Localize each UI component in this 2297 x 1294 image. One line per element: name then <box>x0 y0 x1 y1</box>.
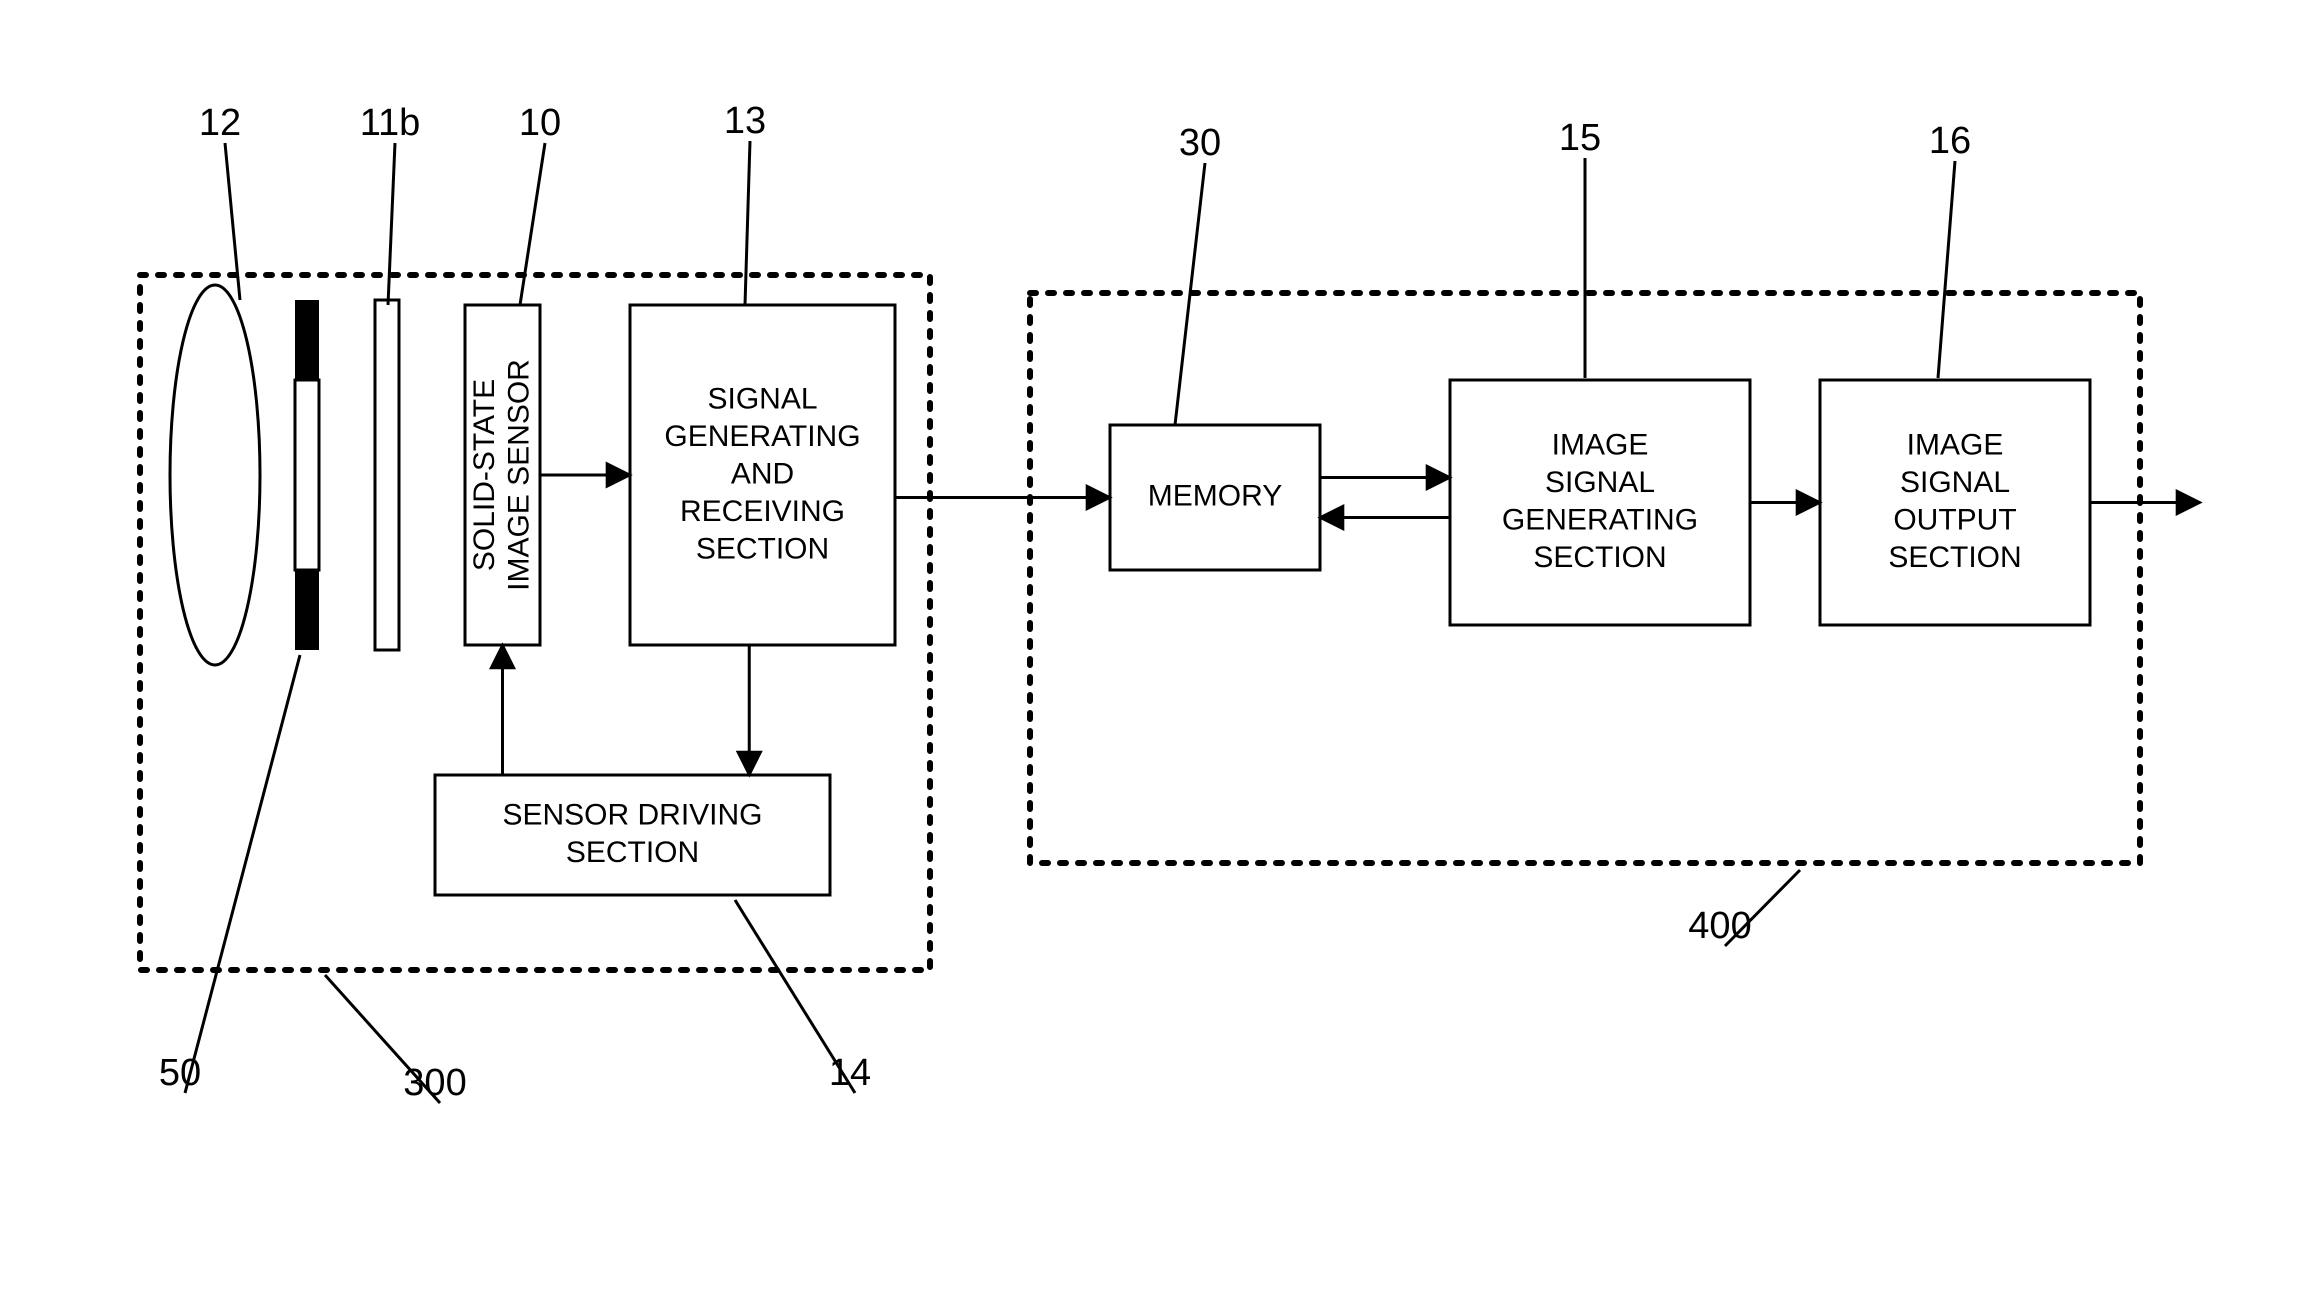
signal-gen-recv-13: SIGNALGENERATINGANDRECEIVINGSECTION <box>630 305 895 645</box>
svg-text:16: 16 <box>1929 120 1971 162</box>
svg-text:MEMORY: MEMORY <box>1148 479 1282 512</box>
image-signal-out-16: IMAGESIGNALOUTPUTSECTION <box>1820 380 2090 625</box>
filter-11b <box>375 300 399 650</box>
svg-text:12: 12 <box>199 102 241 144</box>
svg-text:13: 13 <box>724 100 766 142</box>
sensor-driving-14: SENSOR DRIVINGSECTION <box>435 775 830 895</box>
svg-text:15: 15 <box>1559 117 1601 159</box>
svg-text:400: 400 <box>1688 905 1751 947</box>
aperture-50 <box>295 300 319 650</box>
svg-text:SOLID-STATEIMAGE SENSOR: SOLID-STATEIMAGE SENSOR <box>468 359 536 591</box>
svg-text:10: 10 <box>519 102 561 144</box>
svg-text:11b: 11b <box>360 102 421 144</box>
lens-12 <box>170 285 260 665</box>
svg-text:300: 300 <box>403 1062 466 1104</box>
svg-text:14: 14 <box>829 1052 871 1094</box>
svg-text:50: 50 <box>159 1052 201 1094</box>
image-signal-gen-15: IMAGESIGNALGENERATINGSECTION <box>1450 380 1750 625</box>
sensor-10: SOLID-STATEIMAGE SENSOR <box>465 305 540 645</box>
memory-30: MEMORY <box>1110 425 1320 570</box>
svg-text:30: 30 <box>1179 122 1221 164</box>
